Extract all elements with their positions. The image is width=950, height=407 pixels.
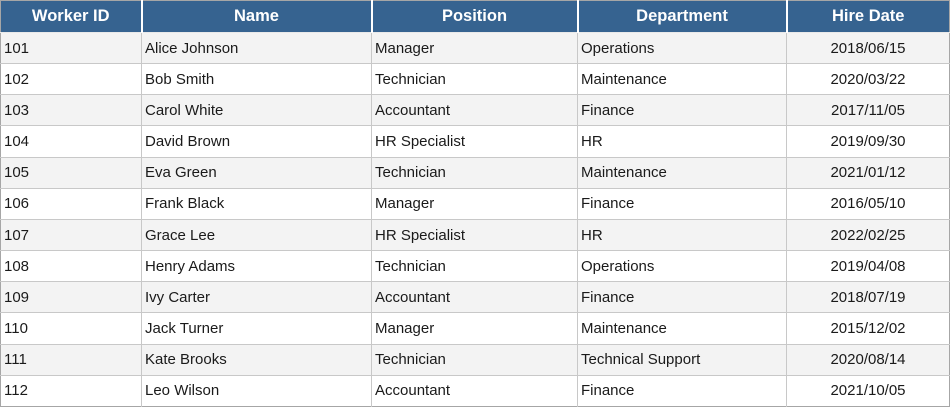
col-header-position: Position [370, 0, 578, 33]
col-header-worker-id: Worker ID [0, 0, 142, 33]
cell-name: Frank Black [141, 187, 372, 220]
cell-hire-date: 2019/04/08 [786, 250, 950, 283]
cell-worker-id: 111 [0, 343, 142, 376]
cell-name: Leo Wilson [141, 374, 372, 407]
cell-name: Grace Lee [141, 218, 372, 252]
table-row: 108 Henry Adams Technician Operations 20… [0, 250, 950, 283]
cell-position: Technician [371, 156, 578, 189]
cell-position: HR Specialist [371, 125, 578, 158]
cell-worker-id: 104 [0, 125, 142, 158]
cell-department: Technical Support [577, 343, 787, 376]
cell-position: Accountant [371, 281, 578, 314]
cell-hire-date: 2018/07/19 [786, 281, 950, 314]
cell-position: Manager [371, 187, 578, 220]
cell-department: Finance [577, 374, 787, 407]
cell-hire-date: 2021/01/12 [786, 156, 950, 189]
cell-hire-date: 2018/06/15 [786, 31, 950, 65]
cell-worker-id: 103 [0, 94, 142, 127]
cell-position: Technician [371, 63, 578, 96]
table-body: 101 Alice Johnson Manager Operations 201… [0, 31, 950, 407]
cell-position: Manager [371, 312, 578, 345]
cell-hire-date: 2022/02/25 [786, 218, 950, 252]
cell-worker-id: 109 [0, 281, 142, 314]
cell-worker-id: 106 [0, 187, 142, 220]
table-row: 104 David Brown HR Specialist HR 2019/09… [0, 125, 950, 158]
cell-department: Maintenance [577, 156, 787, 189]
table-row: 103 Carol White Accountant Finance 2017/… [0, 94, 950, 127]
cell-name: Kate Brooks [141, 343, 372, 376]
cell-department: Finance [577, 187, 787, 220]
cell-name: Jack Turner [141, 312, 372, 345]
cell-position: Manager [371, 31, 578, 65]
cell-hire-date: 2020/08/14 [786, 343, 950, 376]
cell-worker-id: 112 [0, 374, 142, 407]
cell-hire-date: 2021/10/05 [786, 374, 950, 407]
cell-department: Finance [577, 281, 787, 314]
cell-hire-date: 2019/09/30 [786, 125, 950, 158]
table-row: 105 Eva Green Technician Maintenance 202… [0, 156, 950, 189]
cell-name: David Brown [141, 125, 372, 158]
cell-position: Accountant [371, 374, 578, 407]
cell-name: Carol White [141, 94, 372, 127]
cell-position: Accountant [371, 94, 578, 127]
col-header-name: Name [140, 0, 372, 33]
cell-name: Eva Green [141, 156, 372, 189]
header-row: Worker ID Name Position Department Hire … [0, 0, 950, 33]
cell-hire-date: 2016/05/10 [786, 187, 950, 220]
cell-worker-id: 105 [0, 156, 142, 189]
cell-position: HR Specialist [371, 218, 578, 252]
table-row: 106 Frank Black Manager Finance 2016/05/… [0, 187, 950, 220]
cell-name: Henry Adams [141, 250, 372, 283]
cell-department: Finance [577, 94, 787, 127]
cell-position: Technician [371, 250, 578, 283]
col-header-hire-date: Hire Date [785, 0, 950, 33]
table-header: Worker ID Name Position Department Hire … [0, 0, 950, 33]
table-row: 107 Grace Lee HR Specialist HR 2022/02/2… [0, 218, 950, 252]
cell-department: HR [577, 125, 787, 158]
cell-hire-date: 2017/11/05 [786, 94, 950, 127]
cell-worker-id: 110 [0, 312, 142, 345]
table-row: 111 Kate Brooks Technician Technical Sup… [0, 343, 950, 376]
cell-department: Maintenance [577, 312, 787, 345]
table-row: 102 Bob Smith Technician Maintenance 202… [0, 63, 950, 96]
table-row: 112 Leo Wilson Accountant Finance 2021/1… [0, 374, 950, 407]
table-row: 101 Alice Johnson Manager Operations 201… [0, 31, 950, 65]
cell-name: Ivy Carter [141, 281, 372, 314]
cell-hire-date: 2020/03/22 [786, 63, 950, 96]
cell-worker-id: 107 [0, 218, 142, 252]
cell-worker-id: 101 [0, 31, 142, 65]
cell-department: Maintenance [577, 63, 787, 96]
col-header-department: Department [576, 0, 787, 33]
cell-worker-id: 108 [0, 250, 142, 283]
table-row: 110 Jack Turner Manager Maintenance 2015… [0, 312, 950, 345]
cell-hire-date: 2015/12/02 [786, 312, 950, 345]
cell-name: Bob Smith [141, 63, 372, 96]
cell-name: Alice Johnson [141, 31, 372, 65]
cell-department: Operations [577, 31, 787, 65]
table-row: 109 Ivy Carter Accountant Finance 2018/0… [0, 281, 950, 314]
cell-position: Technician [371, 343, 578, 376]
cell-department: HR [577, 218, 787, 252]
cell-worker-id: 102 [0, 63, 142, 96]
cell-department: Operations [577, 250, 787, 283]
